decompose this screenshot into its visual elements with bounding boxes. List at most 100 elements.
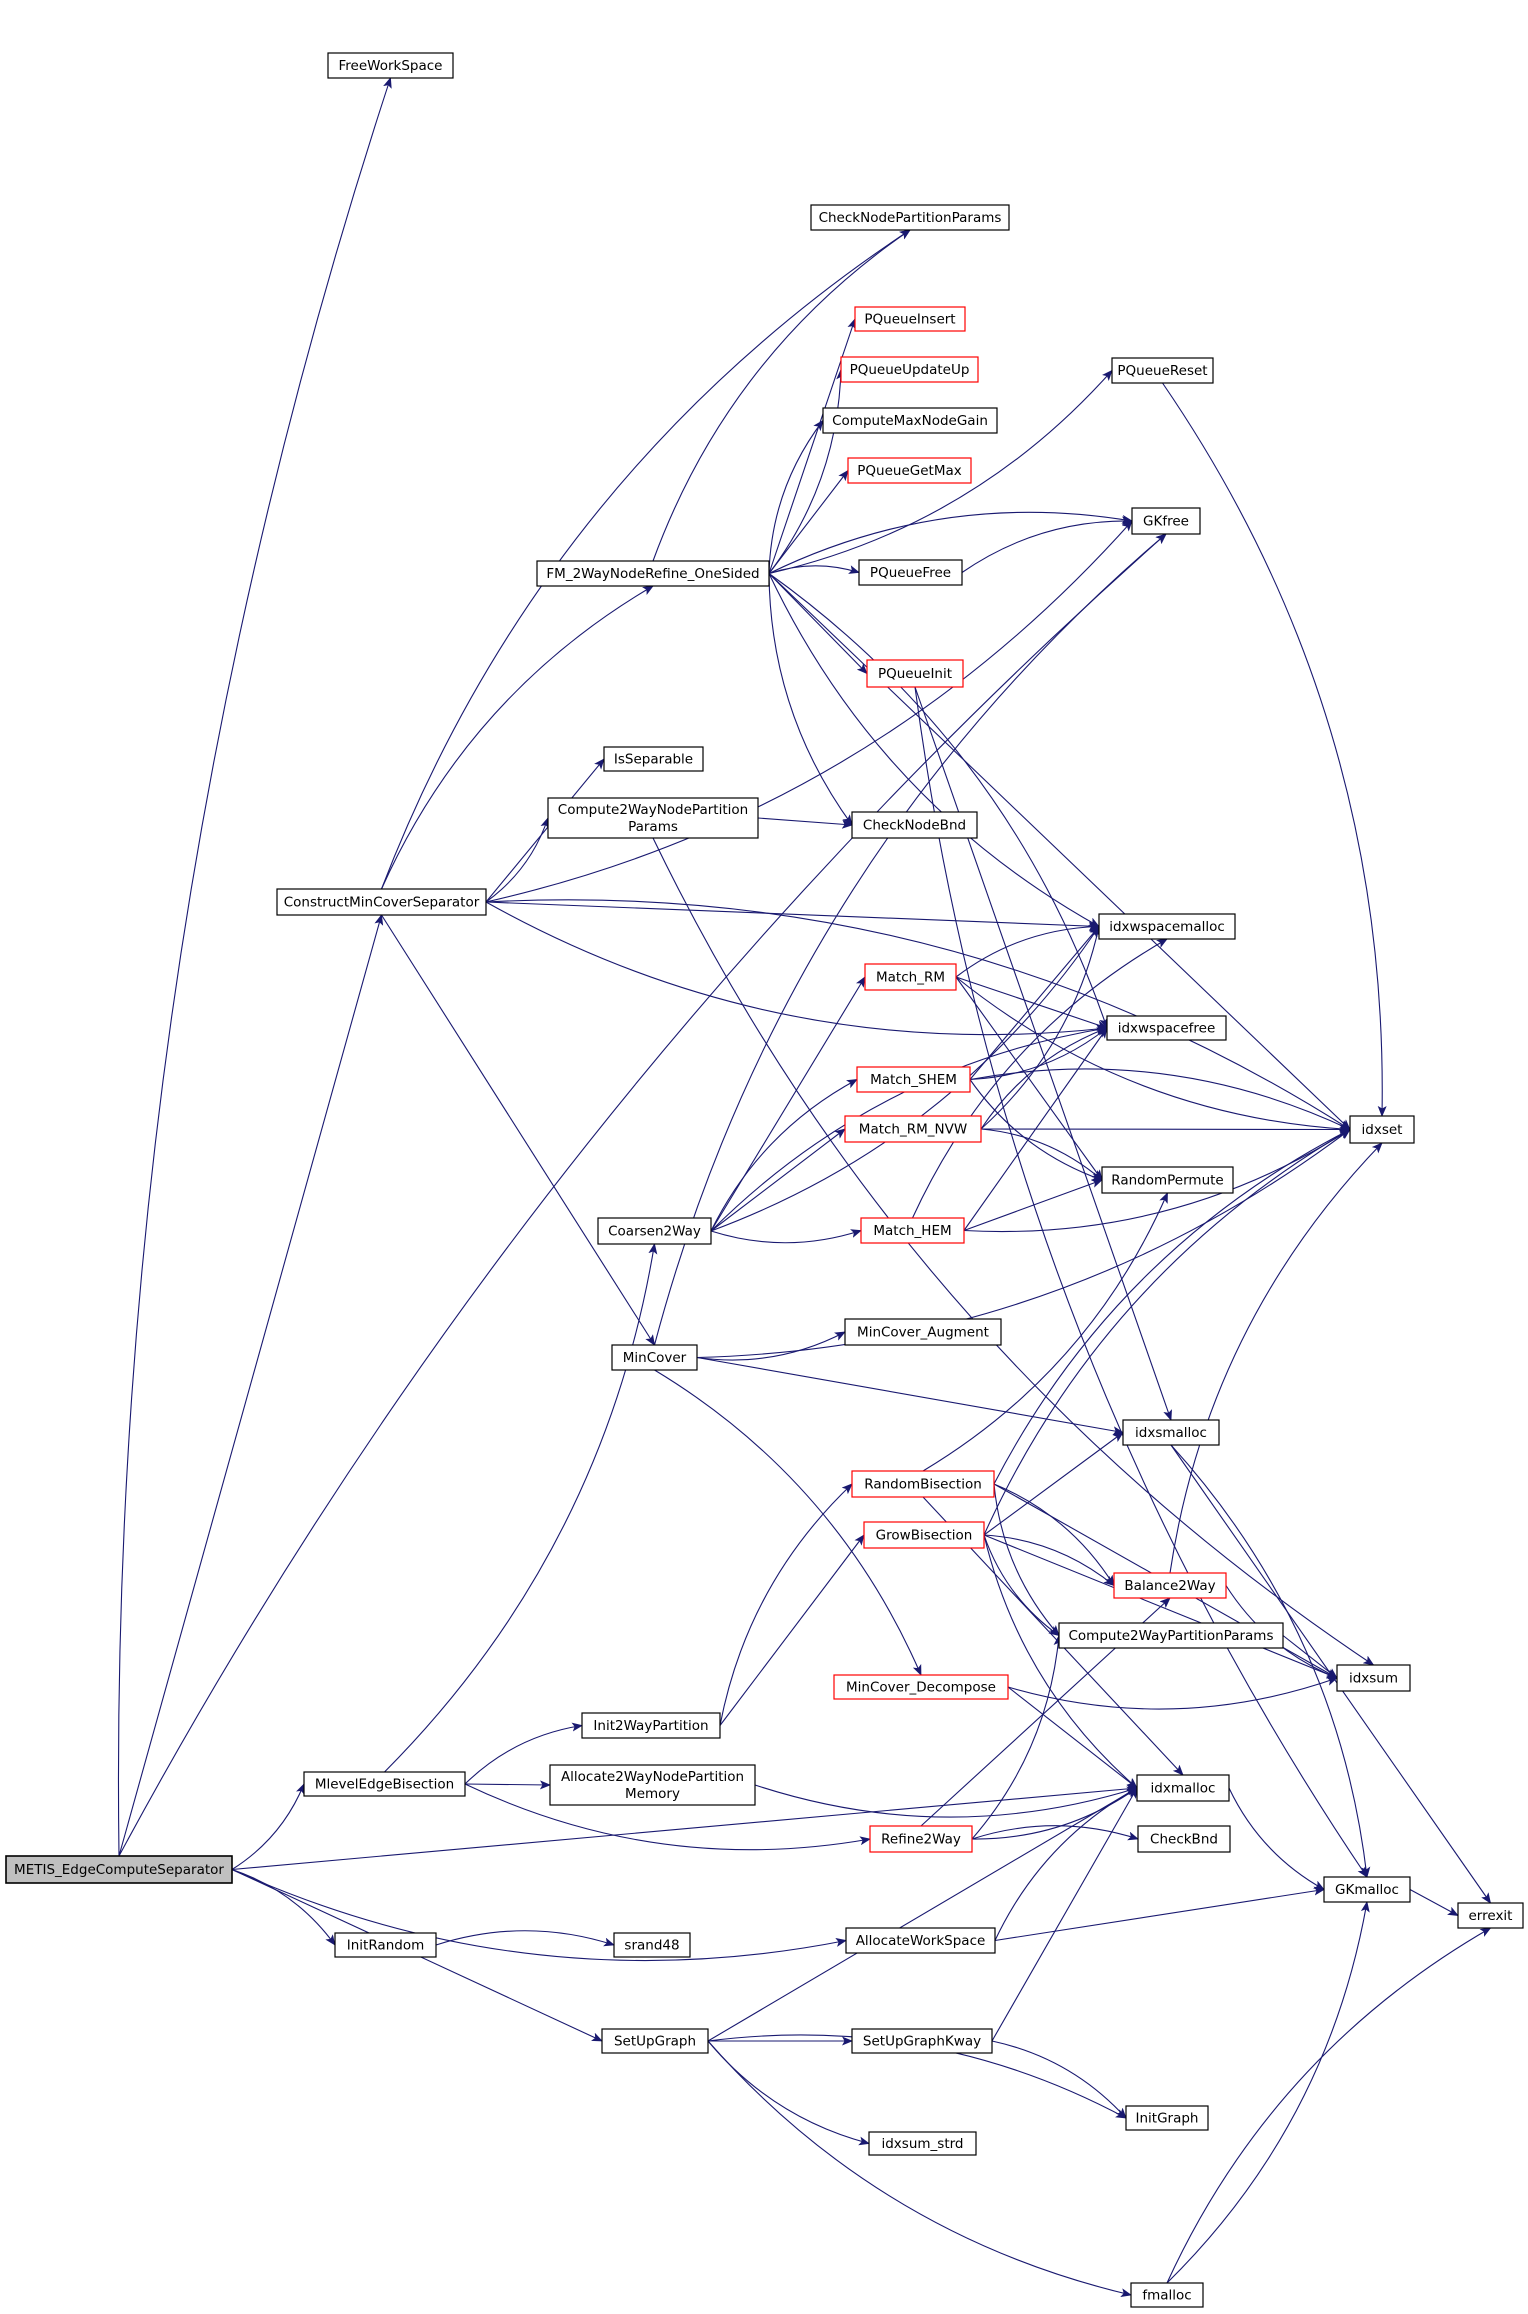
node-mincoverdecompose[interactable]: MinCover_Decompose <box>833 1674 1009 1700</box>
node-balance2way[interactable]: Balance2Way <box>1113 1572 1227 1599</box>
call-edge-mincoverdecompose-to-idxmalloc <box>1007 1686 1138 1789</box>
node-freeworkspace[interactable]: FreeWorkSpace <box>327 52 454 79</box>
call-edge-constructmincover-to-idxwspacemalloc <box>485 901 1100 931</box>
node-gkfree[interactable]: GKfree <box>1131 507 1201 535</box>
node-randombisection[interactable]: RandomBisection <box>851 1470 995 1498</box>
call-edge-allocateworkspace-to-idxmalloc <box>994 1787 1138 1941</box>
node-matchrm[interactable]: Match_RM <box>864 963 957 991</box>
node-label-randompermute: RandomPermute <box>1111 1173 1223 1189</box>
node-isseparable[interactable]: IsSeparable <box>603 746 704 772</box>
node-idxsmalloc[interactable]: idxsmalloc <box>1122 1419 1220 1446</box>
node-label-matchrm: Match_RM <box>876 970 945 986</box>
call-edge-idxsmalloc-to-gkmalloc <box>1170 1444 1371 1878</box>
node-mleveledgebisection[interactable]: MlevelEdgeBisection <box>303 1771 466 1797</box>
node-checkbnd[interactable]: CheckBnd <box>1137 1825 1231 1853</box>
node-label-fm2way: FM_2WayNodeRefine_OneSided <box>546 566 759 582</box>
node-label-matchhem: Match_HEM <box>873 1223 951 1239</box>
node-idxset[interactable]: idxset <box>1349 1115 1415 1144</box>
call-edge-metis-to-initrandom <box>231 1868 336 1946</box>
node-pqueuegetmax[interactable]: PQueueGetMax <box>847 457 972 484</box>
node-fmalloc[interactable]: fmalloc <box>1130 2282 1204 2308</box>
node-idxsumstrd[interactable]: idxsum_strd <box>868 2131 977 2156</box>
call-edge-mincover-to-idxsmalloc <box>696 1356 1124 1436</box>
call-edge-matchshem-to-idxwspacemalloc <box>969 925 1100 1080</box>
node-pqueueupdateup[interactable]: PQueueUpdateUp <box>840 356 979 383</box>
call-edge-setupgraphkway-to-idxmalloc <box>991 1787 1138 2042</box>
node-metis[interactable]: METIS_EdgeComputeSeparator <box>5 1855 233 1884</box>
node-coarsen2way[interactable]: Coarsen2Way <box>597 1217 712 1245</box>
node-idxsum[interactable]: idxsum <box>1336 1664 1411 1692</box>
node-setupgraphkway[interactable]: SetUpGraphKway <box>851 2028 993 2054</box>
node-matchhem[interactable]: Match_HEM <box>860 1217 965 1244</box>
call-edge-metis-to-allocateworkspace <box>231 1868 847 1962</box>
call-edge-growbisection-to-balance2way <box>983 1534 1115 1587</box>
node-pqueueinsert[interactable]: PQueueInsert <box>854 306 966 332</box>
call-edge-metis-to-mleveledgebisection <box>231 1783 305 1870</box>
call-edge-matchhem-to-idxset <box>963 1128 1351 1233</box>
node-checknodepp[interactable]: CheckNodePartitionParams <box>810 204 1010 231</box>
call-edge-mleveledgebisection-to-alloc2waynode <box>464 1780 551 1790</box>
node-init2waypartition[interactable]: Init2WayPartition <box>581 1712 721 1739</box>
call-edge-metis-to-gkfree <box>118 533 1167 1857</box>
node-pqueuereset[interactable]: PQueueReset <box>1111 357 1214 384</box>
node-fm2way[interactable]: FM_2WayNodeRefine_OneSided <box>536 560 770 587</box>
node-matchshem[interactable]: Match_SHEM <box>856 1066 971 1093</box>
call-edge-constructmincover-to-gkfree <box>485 520 1133 903</box>
node-constructmincover[interactable]: ConstructMinCoverSeparator <box>276 888 487 916</box>
call-edge-matchhem-to-randompermute <box>963 1179 1103 1232</box>
node-growbisection[interactable]: GrowBisection <box>863 1521 985 1549</box>
call-edge-metis-to-constructmincover <box>118 914 384 1857</box>
node-refine2way[interactable]: Refine2Way <box>869 1825 973 1853</box>
node-checknodebnd[interactable]: CheckNodeBnd <box>851 811 978 839</box>
node-label-freeworkspace: FreeWorkSpace <box>339 58 443 74</box>
call-edge-matchrm-to-randompermute <box>955 976 1103 1181</box>
node-label-initgraph: InitGraph <box>1136 2111 1199 2127</box>
node-label-initrandom: InitRandom <box>347 1938 424 1954</box>
call-edge-coarsen2way-to-matchhem <box>710 1229 862 1244</box>
node-label-pqueueinsert: PQueueInsert <box>864 312 955 328</box>
call-edge-gkmalloc-to-errexit <box>1409 1889 1459 1916</box>
call-edge-matchrm-to-idxwspacemalloc <box>955 922 1100 978</box>
node-c2wpp[interactable]: Compute2WayPartitionParams <box>1058 1622 1284 1649</box>
call-edge-mleveledgebisection-to-init2waypartition <box>464 1722 583 1785</box>
call-edge-mincover-to-idxset <box>696 1128 1351 1359</box>
node-idxwspacefree[interactable]: idxwspacefree <box>1106 1015 1227 1041</box>
call-edge-constructmincover-to-c2wnpp <box>485 817 550 903</box>
call-edge-matchrmnvw-to-idxwspacemalloc <box>980 925 1102 1130</box>
node-label-idxwspacefree: idxwspacefree <box>1118 1021 1216 1037</box>
node-label-gkfree: GKfree <box>1143 514 1189 530</box>
call-edge-fm2way-to-idxwspacefree <box>768 573 1109 1029</box>
node-srand48[interactable]: srand48 <box>613 1932 691 1958</box>
call-edge-pqueueinit-to-idxsmalloc <box>914 686 1172 1421</box>
node-errexit[interactable]: errexit <box>1457 1902 1524 1929</box>
node-allocateworkspace[interactable]: AllocateWorkSpace <box>845 1927 996 1954</box>
node-idxmalloc[interactable]: idxmalloc <box>1136 1774 1230 1802</box>
call-edge-allocateworkspace-to-gkmalloc <box>994 1886 1325 1942</box>
node-setupgraph[interactable]: SetUpGraph <box>601 2028 709 2054</box>
node-mincoveraugment[interactable]: MinCover_Augment <box>844 1318 1002 1346</box>
call-edge-fm2way-to-computemaxnodegain <box>768 419 824 574</box>
call-edge-matchhem-to-idxwspacemalloc <box>912 938 1168 1219</box>
call-edge-randombisection-to-c2wpp <box>993 1483 1060 1637</box>
node-idxwspacemalloc[interactable]: idxwspacemalloc <box>1098 913 1236 940</box>
call-edge-matchrm-to-idxwspacefree <box>955 976 1108 1030</box>
node-pqueueinit[interactable]: PQueueInit <box>866 659 964 688</box>
node-initgraph[interactable]: InitGraph <box>1125 2105 1209 2131</box>
node-initrandom[interactable]: InitRandom <box>334 1932 437 1958</box>
node-matchrmnvw[interactable]: Match_RM_NVW <box>844 1115 982 1143</box>
call-edge-fm2way-to-pqueuereset <box>768 369 1113 575</box>
node-computemaxnodegain[interactable]: ComputeMaxNodeGain <box>822 407 998 434</box>
node-label-pqueuereset: PQueueReset <box>1117 363 1207 379</box>
node-gkmalloc[interactable]: GKmalloc <box>1323 1876 1411 1903</box>
call-edge-metis-to-idxmalloc <box>231 1784 1138 1871</box>
node-pqueuefree[interactable]: PQueueFree <box>858 559 963 586</box>
node-mincover[interactable]: MinCover <box>611 1344 698 1371</box>
call-edge-matchrmnvw-to-idxwspacefree <box>980 1027 1108 1130</box>
call-edge-idxmalloc-to-gkmalloc <box>1228 1787 1325 1890</box>
node-randompermute[interactable]: RandomPermute <box>1101 1166 1234 1194</box>
node-label-pqueuegetmax: PQueueGetMax <box>857 463 961 479</box>
call-edge-matchhem-to-idxwspacefree <box>963 1027 1108 1231</box>
